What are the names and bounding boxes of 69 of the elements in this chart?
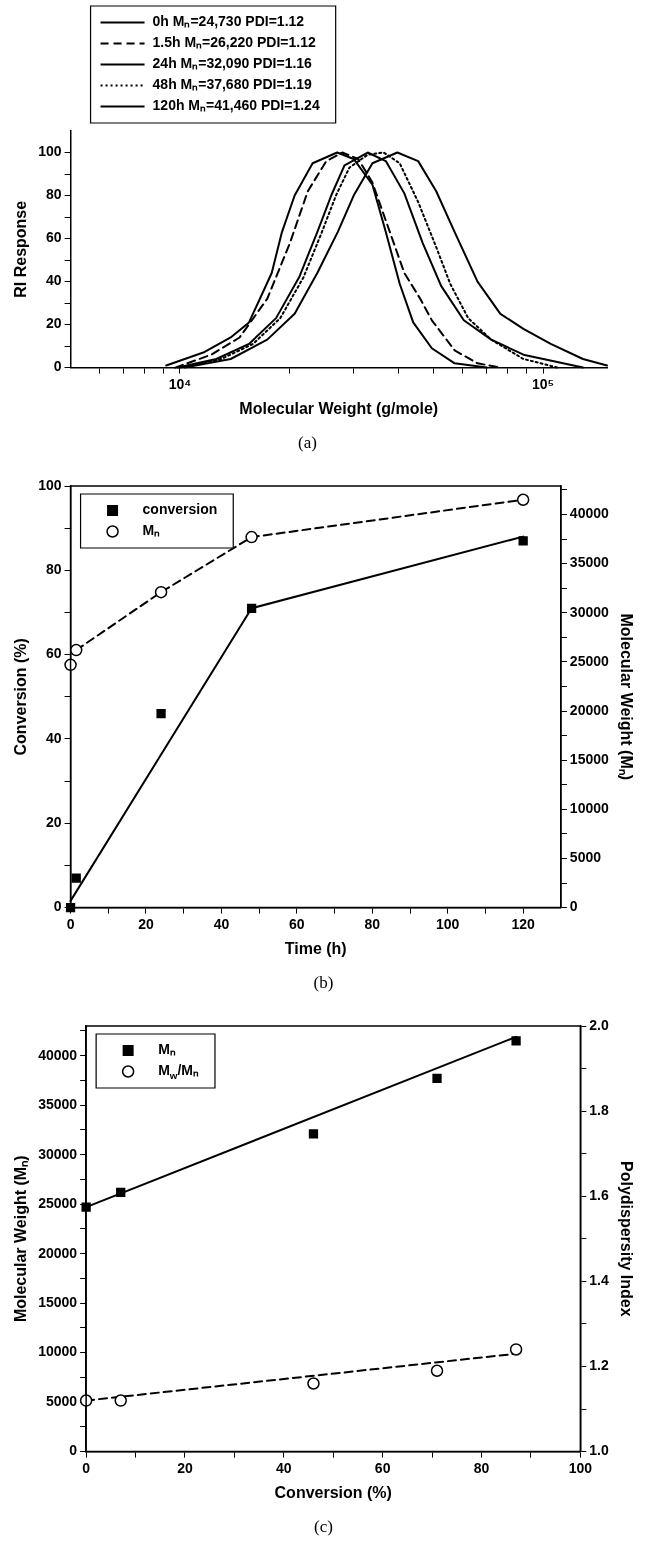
x-tick-label: 10⁵	[531, 375, 555, 392]
text: (c)	[314, 1517, 333, 1537]
y-tick-label: 40	[45, 272, 62, 289]
x-tick-label: 0	[82, 1459, 91, 1476]
y2-tick-label: 5000	[569, 849, 602, 866]
legend-label: 24h Mₙ=32,090 PDI=1.16	[152, 55, 313, 72]
y2-tick-label: 25000	[569, 652, 610, 669]
y-tick-label: 15000	[38, 1293, 78, 1310]
y-tick-label: 0	[53, 898, 62, 915]
y-axis-title: Conversion (%)	[12, 638, 30, 756]
y-tick-label: 80	[45, 561, 62, 578]
y-tick-label: 25000	[38, 1195, 78, 1212]
y2-tick-label: 2.0	[589, 1016, 610, 1033]
x-tick-label: 80	[364, 915, 381, 932]
x-tick-label: 20	[138, 915, 154, 932]
x-tick-label: 60	[289, 915, 305, 932]
x-axis-title: Time (h)	[284, 940, 347, 958]
legend-label: Mₙ	[158, 1041, 176, 1058]
y2-tick-label: 40000	[569, 505, 610, 522]
x-tick-label: 60	[374, 1459, 391, 1476]
y-tick-label: 100	[38, 476, 62, 493]
x-tick-label: 20	[177, 1459, 193, 1476]
y-tick-label: 80	[45, 186, 62, 203]
legend-label: 48h Mₙ=37,680 PDI=1.19	[152, 76, 313, 93]
y-tick-label: 20000	[38, 1244, 78, 1261]
y-tick-label: 0	[69, 1442, 78, 1459]
x-axis-title: Conversion (%)	[274, 1484, 392, 1502]
y-tick-label: 0	[53, 358, 62, 375]
y-tick-label: 40	[45, 729, 62, 746]
y2-tick-label: 10000	[569, 800, 610, 817]
legend-label: 120h Mₙ=41,460 PDI=1.24	[152, 97, 320, 114]
y-tick-label: 10000	[38, 1343, 78, 1360]
y2-axis-title: Molecular Weight (Mₙ)	[617, 613, 635, 781]
legend-label: 0h Mₙ=24,730 PDI=1.12	[152, 13, 305, 30]
y2-tick-label: 20000	[569, 701, 610, 718]
y2-tick-label: 1.2	[589, 1357, 610, 1374]
legend-label: 1.5h Mₙ=26,220 PDI=1.12	[152, 34, 316, 51]
y-tick-label: 40000	[38, 1046, 78, 1063]
y2-tick-label: 0	[569, 898, 578, 915]
y2-tick-label: 1.0	[589, 1442, 610, 1459]
y-axis-title: RI Response	[12, 200, 30, 298]
y2-axis-title: Polydispersity Index	[617, 1161, 635, 1317]
y-tick-label: 35000	[38, 1096, 78, 1113]
x-tick-label: 100	[436, 915, 460, 932]
y-tick-label: 60	[45, 229, 62, 246]
x-tick-label: 10⁴	[168, 375, 192, 392]
x-tick-label: 40	[213, 915, 230, 932]
x-tick-label: 80	[473, 1459, 490, 1476]
y2-tick-label: 1.8	[589, 1101, 610, 1118]
y2-tick-label: 30000	[569, 603, 610, 620]
x-tick-label: 120	[511, 915, 536, 932]
y2-tick-label: 1.4	[589, 1272, 610, 1289]
text: (a)	[298, 433, 317, 453]
y-tick-label: 30000	[38, 1145, 78, 1162]
text: (b)	[313, 973, 334, 993]
x-axis-title: Molecular Weight (g/mole)	[239, 400, 439, 418]
y-tick-label: 100	[38, 143, 62, 160]
legend-label: Mₙ	[142, 522, 161, 539]
y-tick-label: 20	[45, 315, 62, 332]
y2-tick-label: 1.6	[589, 1187, 610, 1204]
x-tick-label: 40	[276, 1459, 292, 1476]
legend-label: conversion	[142, 501, 218, 518]
y-axis-title: Molecular Weight (Mₙ)	[12, 1155, 30, 1323]
y2-tick-label: 35000	[569, 554, 610, 571]
x-tick-label: 100	[568, 1459, 593, 1476]
y-tick-label: 5000	[45, 1392, 78, 1409]
y-tick-label: 60	[45, 645, 62, 662]
y2-tick-label: 15000	[569, 751, 610, 768]
y-tick-label: 20	[45, 814, 62, 831]
